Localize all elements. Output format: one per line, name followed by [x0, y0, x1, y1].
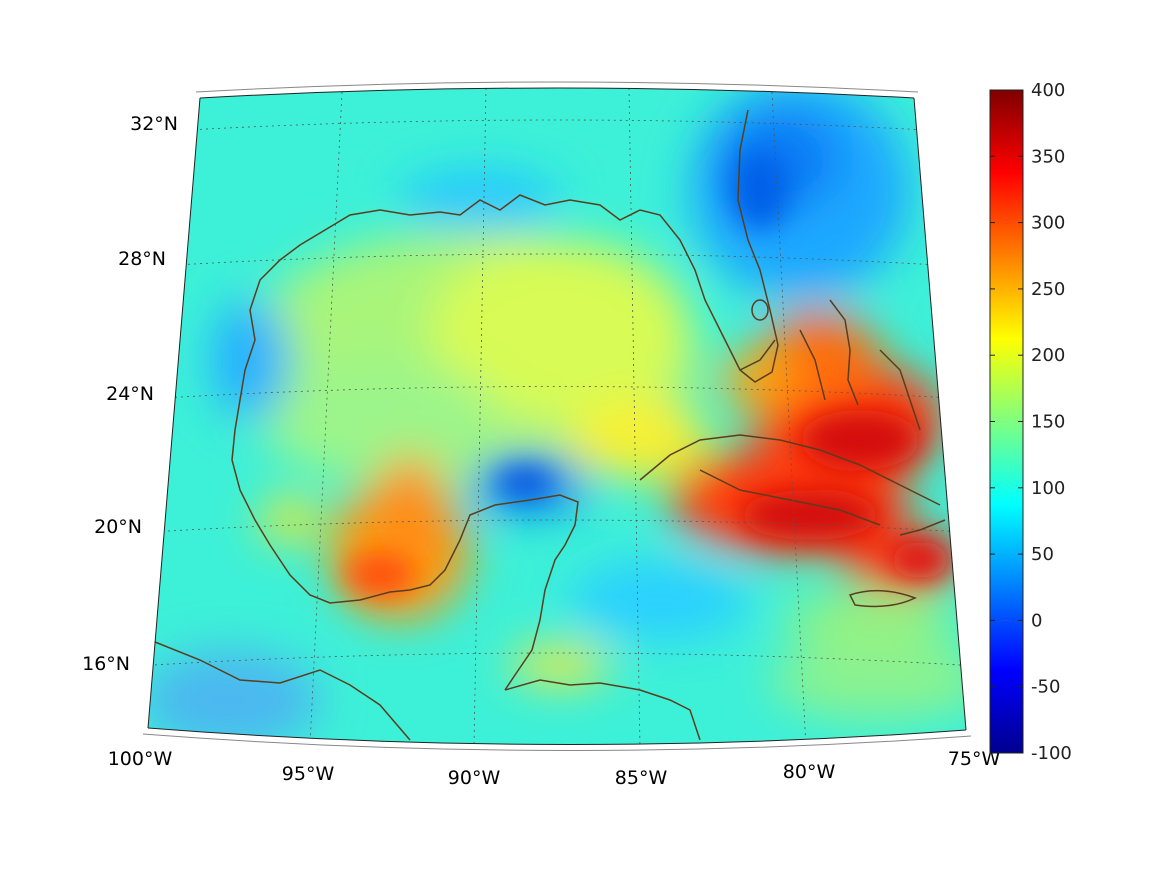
colorbar-tick-label: 100 [1031, 478, 1065, 499]
colorbar-tick-label: -50 [1031, 677, 1060, 698]
map-frame [142, 81, 972, 752]
colorbar-tick-label: 50 [1031, 544, 1054, 565]
colorbar-tick-label: 350 [1031, 146, 1065, 167]
data-field [148, 88, 966, 745]
colorbar-tick-label: 400 [1031, 80, 1065, 101]
lon-label-80w: 80°W [783, 761, 836, 783]
colorbar-gradient [989, 89, 1024, 754]
colorbar-tick-label: 200 [1031, 345, 1065, 366]
colorbar-ticks: 400 350 300 250 200 150 100 50 0 -50 -100 [990, 80, 1072, 764]
colorbar-tick-label: 300 [1031, 213, 1065, 234]
lat-label-24: 24°N [106, 383, 154, 405]
latitude-labels: 32°N 28°N 24°N 20°N 16°N [82, 113, 178, 675]
lon-label-95w: 95°W [282, 763, 335, 785]
colorbar-tick-label: -100 [1031, 743, 1072, 764]
lat-label-28: 28°N [118, 248, 166, 270]
colorbar: 400 350 300 250 200 150 100 50 0 -50 -100 [989, 80, 1072, 764]
lon-label-90w: 90°W [448, 767, 501, 789]
colorbar-tick-label: 150 [1031, 412, 1065, 433]
lon-label-85w: 85°W [615, 767, 668, 789]
lat-label-20: 20°N [94, 516, 142, 538]
graticule [148, 88, 966, 745]
coastlines [149, 109, 946, 741]
colorbar-tick-label: 0 [1031, 610, 1042, 631]
longitude-labels: 100°W 95°W 90°W 85°W 80°W 75°W [108, 748, 1001, 789]
lon-label-100w: 100°W [108, 748, 173, 770]
lat-label-16: 16°N [82, 653, 130, 675]
colorbar-tick-label: 250 [1031, 279, 1065, 300]
lat-label-32: 32°N [130, 113, 178, 135]
lon-label-75w: 75°W [948, 748, 1001, 770]
